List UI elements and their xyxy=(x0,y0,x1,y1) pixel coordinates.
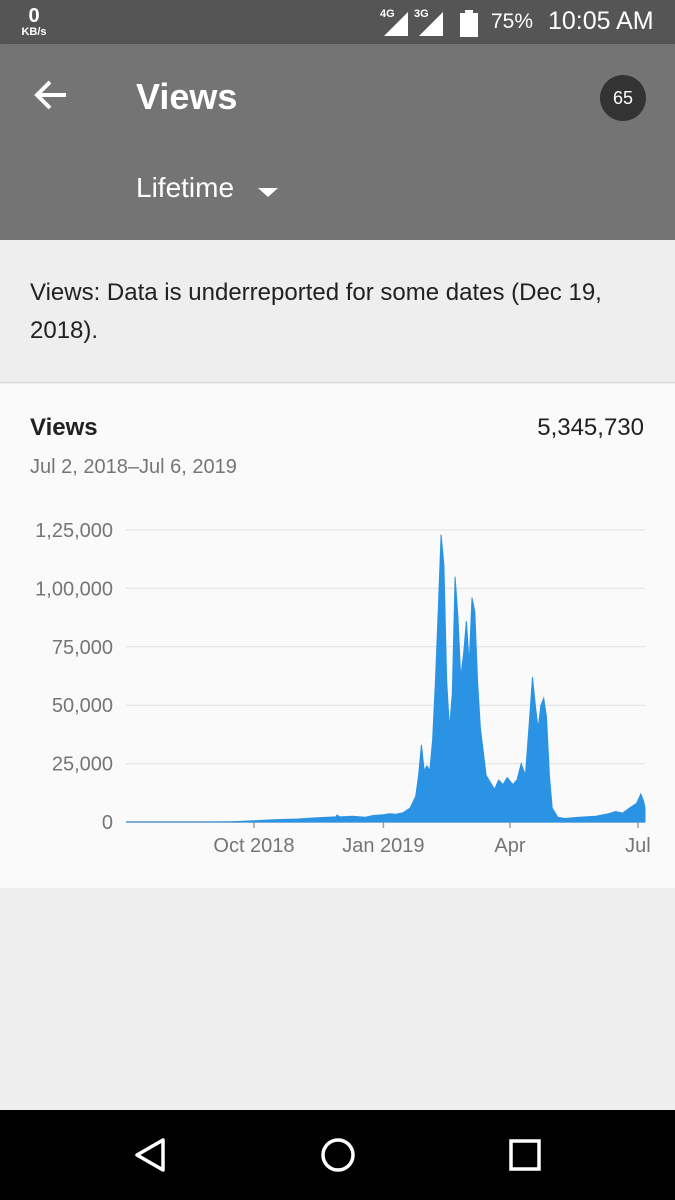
clock: 10:05 AM xyxy=(548,7,654,35)
y-tick-label: 25,000 xyxy=(52,754,113,776)
notice-text: Views: Data is underreported for some da… xyxy=(30,279,602,344)
date-range-dropdown[interactable]: Lifetime xyxy=(136,172,279,212)
battery-icon xyxy=(460,10,478,37)
views-area-series xyxy=(126,534,646,823)
page-title: Views xyxy=(136,76,238,117)
network-speed-value: 0 xyxy=(28,5,40,27)
signal-3g-label: 3G xyxy=(414,8,429,20)
network-speed-unit: KB/s xyxy=(21,26,47,38)
signal-4g-label: 4G xyxy=(380,8,395,20)
x-tick-label: Oct 2018 xyxy=(213,835,294,857)
navigation-bar xyxy=(0,1110,675,1200)
notification-badge[interactable]: 65 xyxy=(600,75,646,121)
metric-label: Views xyxy=(30,414,98,441)
nav-recents-button[interactable] xyxy=(500,1130,550,1180)
x-tick-label: Apr xyxy=(494,835,525,857)
signal-4g-icon: 4G xyxy=(380,8,410,36)
x-tick-label: Jan 2019 xyxy=(342,835,424,857)
square-recents-icon xyxy=(509,1139,541,1171)
y-tick-label: 50,000 xyxy=(52,695,113,717)
views-card: Views 5,345,730 Jul 2, 2018–Jul 6, 2019 … xyxy=(0,384,675,888)
nav-back-button[interactable] xyxy=(126,1130,176,1180)
date-range-label: Lifetime xyxy=(136,172,235,203)
signal-3g-icon: 3G xyxy=(414,8,444,36)
data-notice: Views: Data is underreported for some da… xyxy=(0,240,675,383)
back-button[interactable] xyxy=(30,74,72,116)
views-chart: 0 25,000 50,000 75,000 1,00,000 1,25,000 Oct 2… xyxy=(35,520,651,857)
status-bar: 0 KB/s 4G 3G 75% 10:05 AM xyxy=(0,0,675,44)
network-speed-indicator: 0 KB/s xyxy=(14,6,54,38)
y-tick-label: 0 xyxy=(102,812,113,834)
triangle-back-icon xyxy=(135,1138,165,1172)
arrow-back-icon xyxy=(34,80,66,110)
caret-down-icon xyxy=(258,188,279,198)
circle-home-icon xyxy=(321,1138,355,1172)
date-range-text: Jul 2, 2018–Jul 6, 2019 xyxy=(30,456,237,478)
y-tick-label: 1,00,000 xyxy=(35,578,113,600)
metric-total: 5,345,730 xyxy=(537,414,644,441)
y-tick-label: 75,000 xyxy=(52,637,113,659)
x-tick-label: Jul xyxy=(625,835,651,857)
y-tick-label: 1,25,000 xyxy=(35,520,113,542)
nav-home-button[interactable] xyxy=(313,1130,363,1180)
battery-percent: 75% xyxy=(491,10,534,33)
app-bar: Views 65 Lifetime xyxy=(0,44,675,240)
